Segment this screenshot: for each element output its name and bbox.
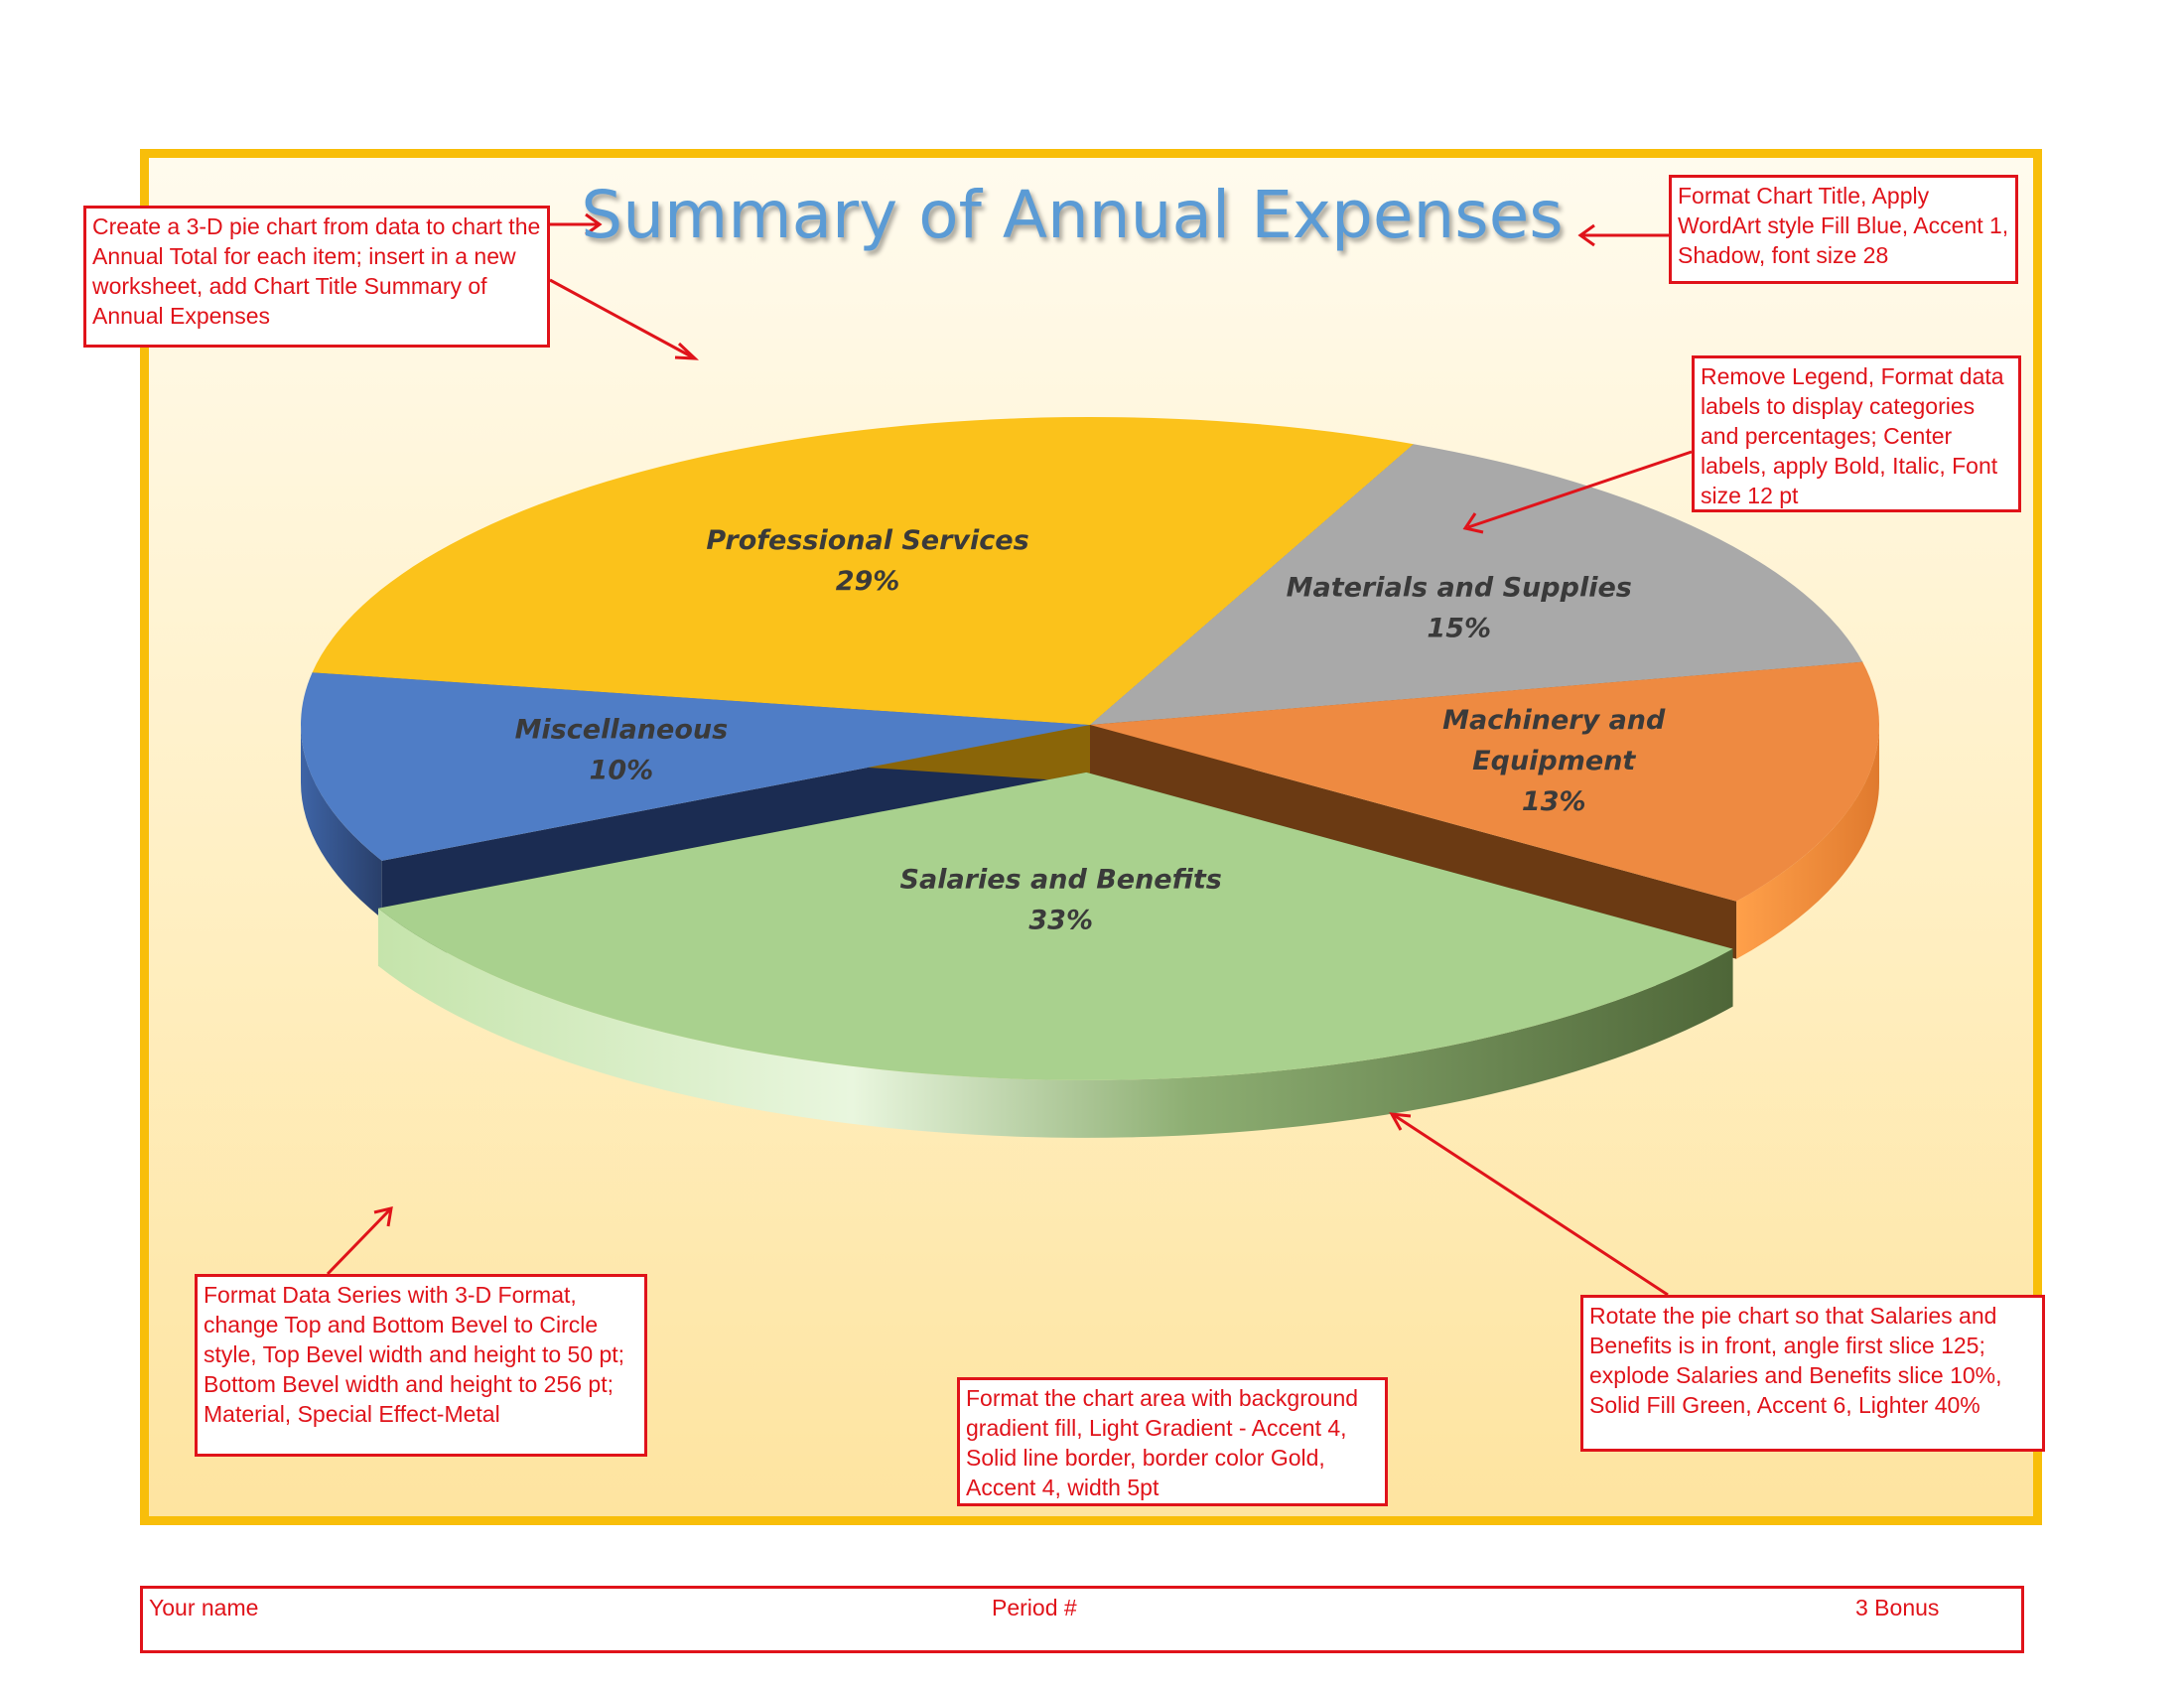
data-label-category-machinery-and-equipment: Equipment — [1472, 746, 1636, 776]
arrowhead — [373, 1206, 393, 1227]
slice-miscellaneous[interactable] — [301, 672, 1090, 861]
data-label-category-materials-and-supplies: Materials and Supplies — [1287, 572, 1632, 603]
slice-professional-services[interactable] — [312, 417, 1414, 725]
chart-title: Summary of Annual Expenses — [581, 177, 1564, 253]
data-label-category-professional-services: Professional Services — [706, 525, 1028, 556]
arrowhead — [674, 342, 700, 360]
arrowhead — [1389, 1112, 1412, 1131]
arrowhead — [1577, 223, 1595, 247]
footer-name: Your name — [149, 1595, 259, 1620]
data-label-percent-materials-and-supplies: 15% — [1427, 613, 1491, 643]
arrow-create-to-chart — [549, 278, 694, 359]
arrowhead — [1462, 512, 1484, 534]
slice-rim-miscellaneous — [301, 725, 382, 918]
annotation-format-area: Format the chart area with background gr… — [957, 1377, 1388, 1506]
data-label-category-salaries-and-benefits: Salaries and Benefits — [900, 865, 1222, 896]
arrow-series-note — [326, 1207, 392, 1276]
arrowhead — [585, 212, 603, 236]
data-label-category-miscellaneous: Miscellaneous — [515, 715, 729, 746]
annotation-create-chart: Create a 3-D pie chart from data to char… — [83, 206, 550, 348]
footer-period: Period # — [992, 1595, 1077, 1620]
annotation-format-series: Format Data Series with 3-D Format, chan… — [195, 1274, 647, 1457]
data-label-percent-salaries-and-benefits: 33% — [1028, 906, 1093, 936]
slice-rim-machinery-and-equipment — [1736, 725, 1879, 959]
slice-wall-machinery-and-equipment — [1090, 725, 1737, 959]
annotation-format-title: Format Chart Title, Apply WordArt style … — [1669, 175, 2018, 284]
arrow-rotate-note — [1393, 1113, 1669, 1297]
annotation-arrows — [326, 212, 1693, 1297]
data-label-percent-miscellaneous: 10% — [590, 756, 654, 786]
data-label-percent-machinery-and-equipment: 13% — [1522, 786, 1586, 817]
slice-rim-salaries-and-benefits — [377, 908, 1733, 1138]
slice-materials-and-supplies[interactable] — [1090, 444, 1863, 725]
footer-box: Your name Period # 3 Bonus — [140, 1586, 2024, 1653]
arrow-labels-note — [1467, 450, 1693, 529]
data-label-percent-professional-services: 29% — [836, 566, 900, 597]
data-label-category-machinery-and-equipment: Machinery and — [1442, 705, 1666, 736]
slice-salaries-and-benefits[interactable] — [377, 772, 1733, 1080]
slice-machinery-and-equipment[interactable] — [1090, 661, 1879, 902]
annotation-format-labels: Remove Legend, Format data labels to dis… — [1692, 355, 2021, 512]
footer-bonus: 3 Bonus — [1855, 1595, 1940, 1620]
slice-wall-miscellaneous — [381, 725, 1091, 918]
annotation-rotate-explode: Rotate the pie chart so that Salaries an… — [1580, 1295, 2045, 1452]
